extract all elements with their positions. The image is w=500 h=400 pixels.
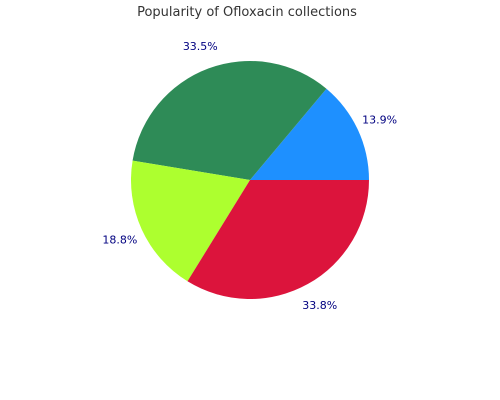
pie-slice-label-0: 13.9%: [362, 114, 397, 127]
pie-slice-3: [187, 180, 369, 300]
pie-slice-1: [132, 60, 327, 180]
pie-slice-label-1: 33.5%: [183, 40, 218, 53]
pie-slice-label-3: 33.8%: [302, 299, 337, 312]
pie-slice-2: [130, 160, 250, 282]
pie-slice-0: [250, 88, 369, 180]
pie-labels: 13.9% 33.5% 18.8% 33.8%: [102, 40, 397, 312]
chart-title: Popularity of Ofloxacin collections: [137, 5, 357, 20]
pie-slices: [130, 60, 369, 300]
pie-slice-label-2: 18.8%: [102, 233, 137, 246]
